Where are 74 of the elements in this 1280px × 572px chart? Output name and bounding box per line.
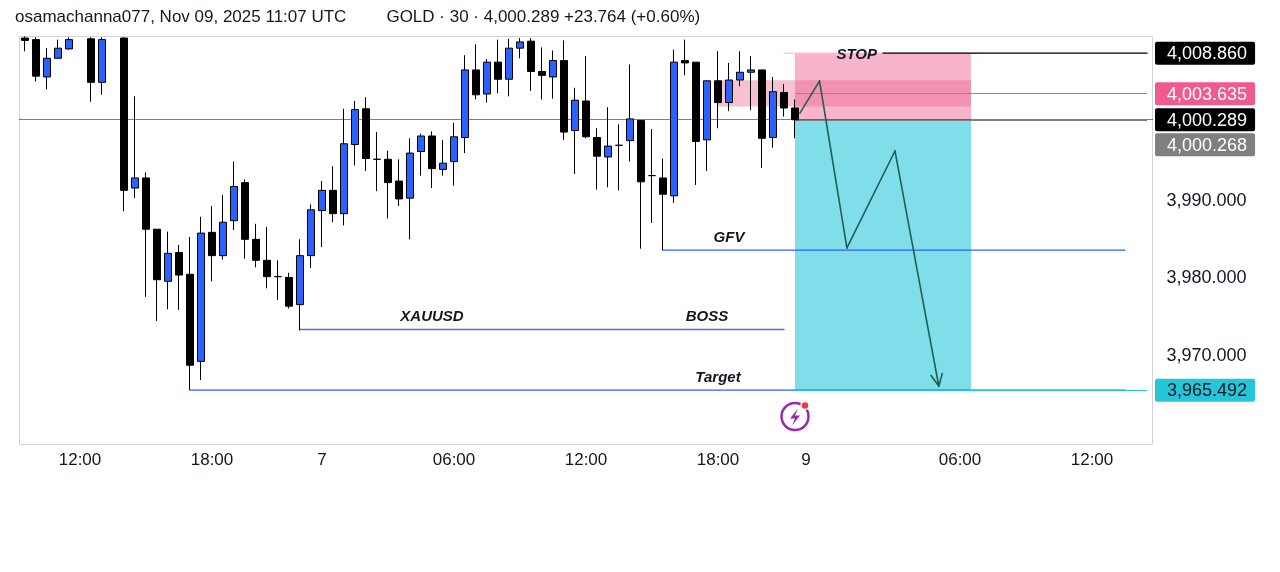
x-tick-label: 9 [801,449,811,469]
candlestick [780,83,788,118]
x-tick-label: 06:00 [432,449,476,469]
x-tick-label: 06:00 [938,449,982,469]
candlestick [142,172,150,298]
candlestick [406,137,414,240]
candlestick [593,127,601,191]
candlestick [428,130,436,189]
data-label: 4,008.860 [1167,43,1248,64]
candlestick [549,49,557,100]
candlestick [417,133,425,177]
chart-title: osamachanna077, Nov 09, 2025 11:07 UTC [15,6,347,28]
ref-line-label: 4,000.289 [1167,109,1248,130]
candlestick [175,244,183,311]
candlestick [87,36,95,103]
x-tick-label: 12:00 [1070,449,1114,469]
candlestick [538,46,546,100]
candlestick [747,55,755,111]
candlestick [329,165,337,223]
data-label: Target [695,368,742,386]
candlestick [241,178,249,260]
ref-line-label: 3,965.492 [1167,380,1248,401]
candlestick [615,123,623,191]
candlestick [197,216,205,381]
candlestick [186,236,194,391]
x-tick-label: 18:00 [190,449,234,469]
candlestick [648,128,656,224]
candlestick [307,203,315,269]
candlestick [736,50,744,87]
chart-subtitle: GOLD · 30 · 4,000.289 +23.764 (+0.60%) [386,6,701,28]
candlestick [373,131,381,192]
x-tick-label: 18:00 [696,449,740,469]
data-label: XAUUSD [399,307,464,325]
candlestick [252,223,260,268]
y-tick-label: 3,990.000 [1166,189,1247,210]
candlestick [384,150,392,219]
candlestick [164,231,172,310]
candlestick [98,36,106,96]
candlestick [208,205,216,282]
x-tick-label: 7 [317,449,327,469]
y-tick-label: 3,970.000 [1166,345,1247,366]
x-tick-label: 12:00 [58,449,102,469]
candlestick [472,43,480,100]
candlestick [527,37,535,92]
candlestick [21,36,29,52]
candlestick [230,161,238,231]
candlestick [54,39,62,59]
candlestick [516,37,524,59]
candlestick [659,158,667,251]
ref-line-label: 4,003.635 [1167,83,1248,104]
data-label: GFV [713,228,747,246]
candlestick [153,228,161,322]
data-label: STOP [836,44,878,62]
candlestick [219,194,227,261]
candlestick [450,122,458,187]
candlestick [494,39,502,94]
data-label: BOSS [685,307,729,325]
candlestick [681,39,689,76]
candlestick [483,58,491,104]
candlestick [285,272,293,309]
candlestick [263,226,271,289]
candlestick [43,47,51,90]
ref-line-label: 4,000.268 [1167,134,1248,155]
x-tick-label: 12:00 [564,449,608,469]
candlestick [439,139,447,177]
y-tick-label: 3,980.000 [1166,267,1247,288]
candlestick [395,158,403,207]
candlestick [274,259,282,301]
candlestick [505,38,513,97]
candlestick [65,36,73,51]
candlestick [318,180,326,248]
candlestick [32,36,40,83]
candlestick [296,238,304,331]
candlestick [725,62,733,112]
